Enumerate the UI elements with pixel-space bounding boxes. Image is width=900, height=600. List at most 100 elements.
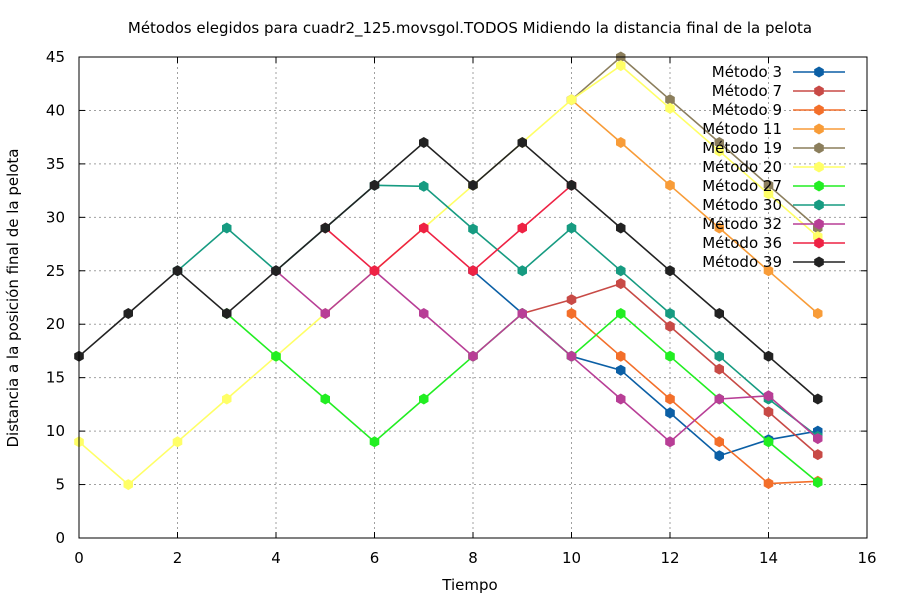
y-tick-label: 20 [46, 315, 65, 333]
data-point [123, 479, 133, 491]
y-axis-label: Distancia a la posición final de la pelo… [4, 148, 22, 447]
x-tick-label: 4 [271, 549, 281, 567]
y-tick-label: 40 [46, 101, 65, 119]
legend-swatch-marker [814, 256, 824, 268]
y-tick-label: 0 [55, 529, 65, 547]
legend-swatch-marker [814, 180, 824, 192]
series-método-32 [271, 265, 823, 448]
data-point [222, 393, 232, 405]
data-point [616, 278, 626, 290]
data-point [763, 390, 774, 402]
legend-label: Método 11 [702, 120, 782, 138]
series-line [275, 269, 819, 443]
data-point [369, 179, 380, 191]
data-point [665, 179, 675, 191]
data-point [419, 137, 429, 148]
legend-label: Método 27 [702, 177, 782, 195]
data-point [517, 308, 527, 319]
legend-swatch-marker [814, 123, 824, 135]
x-tick-label: 6 [370, 549, 380, 567]
legend-label: Método 36 [702, 234, 782, 252]
data-point [813, 476, 823, 488]
axis-ticks: 0 2 4 6 8 10 12 14 16 0 5 10 15 20 25 30 35 40 45 [46, 48, 877, 567]
y-tick-label: 25 [46, 262, 65, 280]
legend-swatch-marker [814, 161, 824, 173]
data-point [616, 60, 626, 72]
y-tick-label: 15 [46, 369, 65, 387]
chart-title: Métodos elegidos para cuadr2_125.movsgol… [128, 19, 812, 38]
y-tick-label: 45 [46, 48, 65, 66]
data-point [320, 308, 330, 319]
data-point [616, 222, 626, 234]
legend-swatch-marker [814, 66, 824, 78]
data-point [714, 222, 724, 234]
data-point [517, 137, 527, 148]
data-point [566, 308, 577, 319]
data-point [714, 308, 724, 319]
series-line [78, 141, 819, 400]
x-tick-label: 8 [468, 549, 478, 567]
data-point [369, 265, 380, 277]
legend-swatch-marker [814, 199, 824, 211]
series-line [472, 270, 818, 457]
series-line [570, 312, 818, 485]
data-point [566, 94, 577, 106]
data-point [665, 350, 675, 362]
legend-swatch-marker [814, 142, 824, 154]
data-point [616, 350, 626, 362]
data-point [419, 222, 429, 234]
data-point [813, 393, 823, 405]
data-point [172, 436, 183, 448]
data-point [517, 222, 527, 234]
data-point [665, 94, 675, 106]
y-tick-label: 35 [46, 155, 65, 173]
data-point [468, 179, 478, 191]
data-point [616, 308, 626, 319]
legend-label: Método 7 [712, 82, 782, 100]
x-tick-label: 2 [173, 549, 183, 567]
data-point [665, 320, 675, 332]
x-tick-label: 14 [759, 549, 778, 567]
data-point [271, 350, 281, 362]
series-line [324, 184, 573, 272]
data-point [665, 393, 675, 405]
data-point [763, 179, 774, 191]
data-point [763, 436, 774, 448]
data-point [714, 450, 724, 462]
data-point [665, 265, 675, 277]
legend-swatch-marker [814, 104, 824, 116]
data-point [714, 436, 724, 448]
data-point [222, 308, 232, 319]
data-point [616, 137, 626, 148]
x-tick-label: 10 [562, 549, 581, 567]
data-point [419, 393, 429, 405]
legend-label: Método 9 [712, 101, 782, 119]
data-point [665, 102, 675, 114]
data-point [714, 145, 724, 157]
data-point [665, 308, 675, 319]
x-tick-label: 0 [74, 549, 84, 567]
x-axis-label: Tiempo [441, 576, 497, 594]
series-método-11 [566, 94, 823, 319]
y-tick-label: 5 [55, 476, 65, 494]
data-point [468, 265, 478, 277]
x-tick-label: 16 [857, 549, 876, 567]
data-point [763, 350, 774, 362]
data-point [566, 222, 577, 234]
data-point [172, 265, 183, 277]
legend-label: Método 30 [702, 196, 782, 214]
legend-swatch-marker [814, 237, 824, 249]
legend-swatch-marker [814, 85, 824, 97]
data-point [369, 436, 380, 448]
data-point [468, 223, 478, 235]
data-point [714, 393, 724, 405]
data-point [665, 436, 675, 448]
data-point [714, 137, 724, 148]
data-point [320, 393, 330, 405]
series-método-3 [468, 265, 823, 462]
data-point [566, 179, 577, 191]
series-método-36 [320, 179, 577, 277]
data-point [813, 433, 823, 445]
